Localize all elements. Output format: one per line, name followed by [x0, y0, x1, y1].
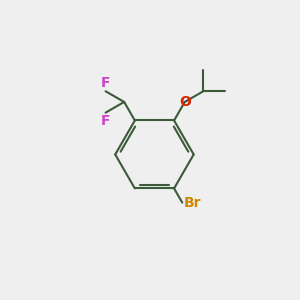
- Text: F: F: [101, 114, 110, 128]
- Text: O: O: [179, 95, 191, 109]
- Text: Br: Br: [184, 196, 201, 210]
- Text: F: F: [101, 76, 110, 90]
